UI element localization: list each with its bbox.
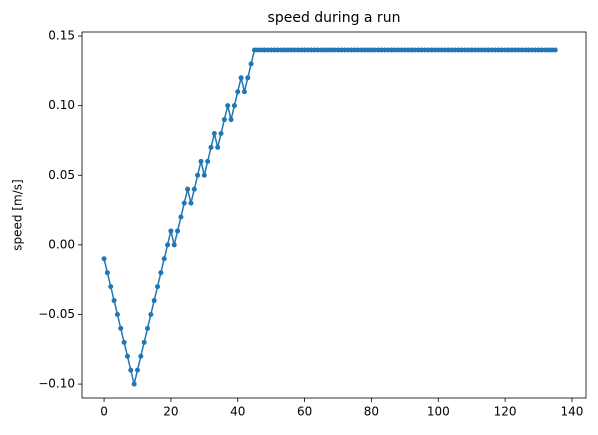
chart-title: speed during a run xyxy=(268,10,401,26)
point xyxy=(215,144,221,150)
x-tick-label: 100 xyxy=(427,405,450,419)
point xyxy=(108,284,114,290)
point xyxy=(228,117,234,123)
y-tick-label: 0.15 xyxy=(48,29,75,43)
point xyxy=(201,172,207,178)
point xyxy=(134,367,140,373)
point xyxy=(128,367,134,373)
x-tick-label: 40 xyxy=(230,405,245,419)
point xyxy=(238,75,244,81)
x-tick-label: 20 xyxy=(163,405,178,419)
point xyxy=(165,242,171,248)
point xyxy=(208,144,214,150)
x-tick-label: 120 xyxy=(494,405,517,419)
point xyxy=(141,339,147,345)
point xyxy=(175,228,181,234)
axes-frame xyxy=(81,31,587,399)
point xyxy=(168,228,174,234)
point xyxy=(155,284,161,290)
point xyxy=(121,339,127,345)
point xyxy=(185,186,191,192)
line xyxy=(103,49,556,385)
point xyxy=(205,158,211,164)
point xyxy=(171,242,177,248)
x-tick-label: 140 xyxy=(561,405,584,419)
point xyxy=(211,130,217,136)
point xyxy=(225,103,231,109)
point xyxy=(161,256,167,262)
point xyxy=(241,89,247,95)
x-tick-label: 0 xyxy=(100,405,108,419)
y-tick-label: −0.10 xyxy=(38,377,75,391)
point xyxy=(104,270,110,276)
point xyxy=(145,325,151,331)
point xyxy=(124,353,130,359)
point xyxy=(151,298,157,304)
y-tick-label: −0.05 xyxy=(38,307,75,321)
y-axis-label: speed [m/s] xyxy=(11,179,25,250)
x-tick-label: 80 xyxy=(364,405,379,419)
x-tick-label: 60 xyxy=(297,405,312,419)
point xyxy=(118,325,124,331)
point xyxy=(188,200,194,206)
point xyxy=(101,256,107,262)
point xyxy=(181,200,187,206)
point xyxy=(221,117,227,123)
y-tick-label: 0.10 xyxy=(48,98,75,112)
point xyxy=(158,270,164,276)
point xyxy=(114,311,120,317)
point xyxy=(195,172,201,178)
point xyxy=(552,47,558,53)
y-tick-label: 0.00 xyxy=(48,237,75,251)
point xyxy=(148,311,154,317)
point xyxy=(245,75,251,81)
point xyxy=(231,103,237,109)
point xyxy=(138,353,144,359)
point xyxy=(131,381,137,387)
point xyxy=(111,298,117,304)
point xyxy=(198,158,204,164)
point xyxy=(235,89,241,95)
y-tick-label: 0.05 xyxy=(48,168,75,182)
point xyxy=(178,214,184,220)
point xyxy=(248,61,254,67)
point xyxy=(191,186,197,192)
point xyxy=(218,130,224,136)
